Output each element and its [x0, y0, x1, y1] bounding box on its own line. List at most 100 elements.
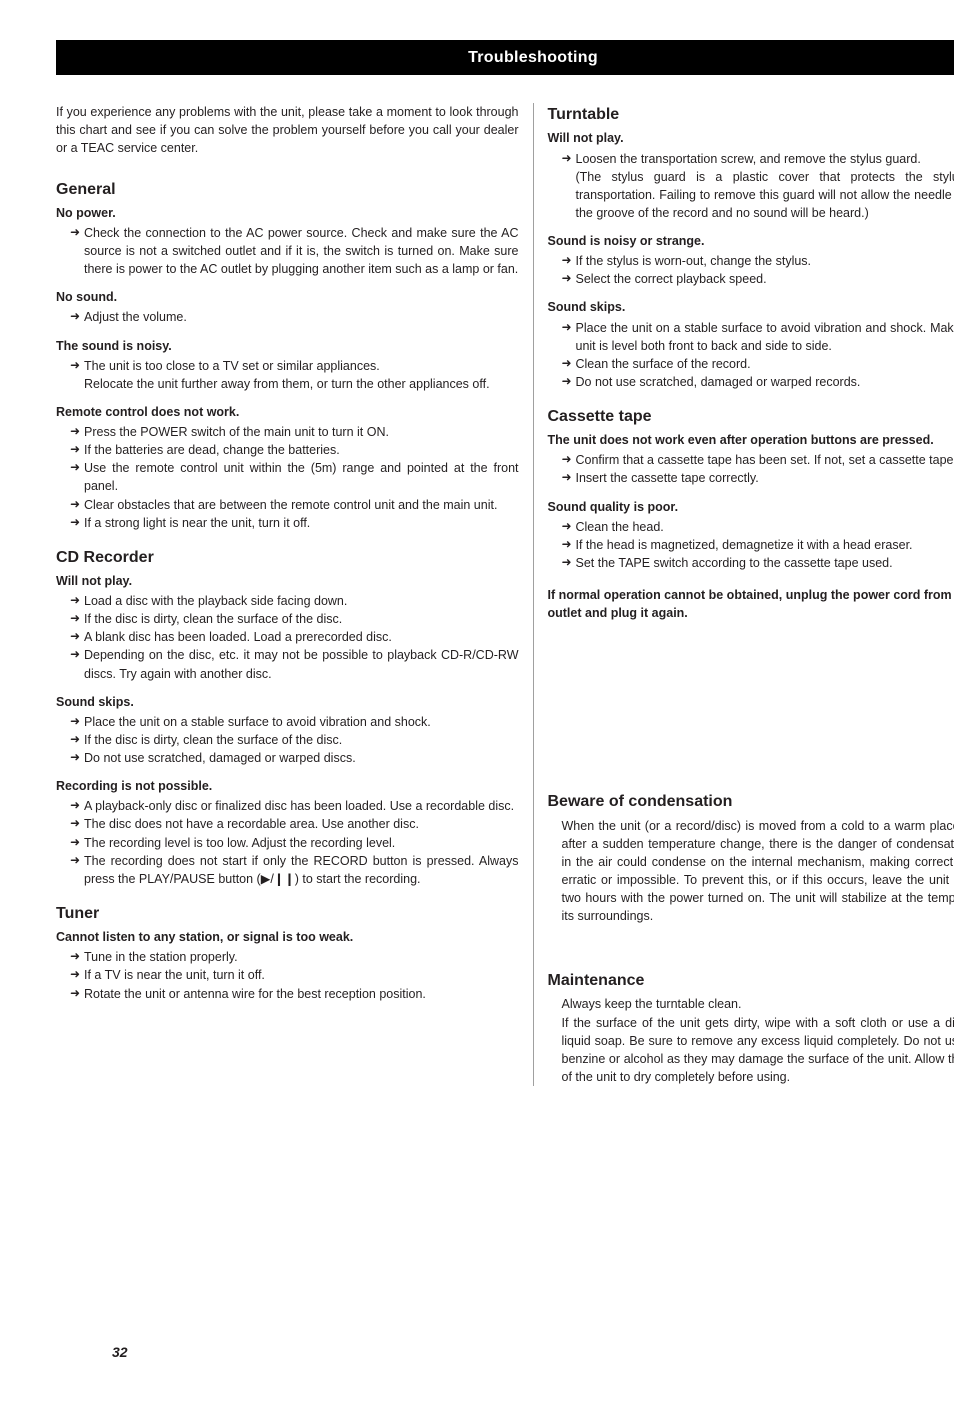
list-item: ➜If the stylus is worn-out, change the s… [548, 252, 954, 270]
right-column: Turntable Will not play. ➜Loosen the tra… [548, 103, 954, 1086]
section-condensation: Beware of condensation [548, 790, 954, 813]
item-text: Use the remote control unit within the (… [84, 459, 519, 495]
item-text: If the disc is dirty, clean the surface … [84, 610, 519, 628]
item-text: Press the POWER switch of the main unit … [84, 423, 519, 441]
list-item: ➜Do not use scratched, damaged or warped… [548, 373, 954, 391]
item-text: Place the unit on a stable surface to av… [576, 319, 954, 355]
item-text: Tune in the station properly. [84, 948, 519, 966]
list-item: ➜Adjust the volume. [56, 308, 519, 326]
list-item: ➜If the disc is dirty, clean the surface… [56, 731, 519, 749]
list-item: ➜Insert the cassette tape correctly. [548, 469, 954, 487]
arrow-icon: ➜ [70, 610, 84, 627]
item-text: Confirm that a cassette tape has been se… [576, 451, 954, 469]
list-item: ➜Clean the head. [548, 518, 954, 536]
subhead-cd-wontplay: Will not play. [56, 572, 519, 590]
arrow-icon: ➜ [70, 514, 84, 531]
list-item: ➜Tune in the station properly. [56, 948, 519, 966]
arrow-icon: ➜ [70, 224, 84, 241]
list-item: ➜Use the remote control unit within the … [56, 459, 519, 495]
column-divider [533, 103, 534, 1086]
item-text: Load a disc with the playback side facin… [84, 592, 519, 610]
list-item: ➜Press the POWER switch of the main unit… [56, 423, 519, 441]
subhead-tuner-cannot: Cannot listen to any station, or signal … [56, 928, 519, 946]
arrow-icon: ➜ [562, 536, 576, 553]
item-text: Adjust the volume. [84, 308, 519, 326]
arrow-icon: ➜ [70, 441, 84, 458]
vertical-spacer [548, 622, 954, 782]
arrow-icon: ➜ [562, 355, 576, 372]
section-cassette: Cassette tape [548, 405, 954, 428]
list-item: ➜Loosen the transportation screw, and re… [548, 150, 954, 168]
arrow-icon: ➜ [70, 815, 84, 832]
record-last-post: ) to start the recording. [295, 872, 421, 886]
item-text: Set the TAPE switch according to the cas… [576, 554, 954, 572]
arrow-icon: ➜ [70, 357, 84, 374]
intro-text: If you experience any problems with the … [56, 103, 519, 157]
section-turntable: Turntable [548, 103, 954, 126]
list-item: ➜Set the TAPE switch according to the ca… [548, 554, 954, 572]
item-text: A blank disc has been loaded. Load a pre… [84, 628, 519, 646]
item-text: Rotate the unit or antenna wire for the … [84, 985, 519, 1003]
section-maintenance: Maintenance [548, 969, 954, 992]
item-text: If the stylus is worn-out, change the st… [576, 252, 954, 270]
arrow-icon: ➜ [70, 592, 84, 609]
list-item: ➜Select the correct playback speed. [548, 270, 954, 288]
arrow-icon: ➜ [70, 628, 84, 645]
list-item: ➜A playback-only disc or finalized disc … [56, 797, 519, 815]
arrow-icon: ➜ [70, 308, 84, 325]
list-item: ➜The disc does not have a recordable are… [56, 815, 519, 833]
arrow-icon: ➜ [562, 150, 576, 167]
vertical-spacer [548, 925, 954, 961]
item-text: The unit is too close to a TV set or sim… [84, 357, 519, 375]
continuation-text: Relocate the unit further away from them… [56, 375, 519, 393]
arrow-icon: ➜ [562, 451, 576, 468]
item-text: Do not use scratched, damaged or warped … [84, 749, 519, 767]
arrow-icon: ➜ [70, 834, 84, 851]
subhead-cd-skips: Sound skips. [56, 693, 519, 711]
list-item: ➜If a TV is near the unit, turn it off. [56, 966, 519, 984]
list-item: ➜Clear obstacles that are between the re… [56, 496, 519, 514]
item-text: Loosen the transportation screw, and rem… [576, 150, 954, 168]
arrow-icon: ➜ [562, 469, 576, 486]
arrow-icon: ➜ [70, 459, 84, 476]
subhead-cd-record: Recording is not possible. [56, 777, 519, 795]
item-text: A playback-only disc or finalized disc h… [84, 797, 519, 815]
page-number: 32 [112, 1342, 128, 1362]
arrow-icon: ➜ [70, 496, 84, 513]
continuation-text: (The stylus guard is a plastic cover tha… [548, 168, 954, 222]
list-item: ➜If the batteries are dead, change the b… [56, 441, 519, 459]
subhead-cass-nowork: The unit does not work even after operat… [548, 431, 954, 449]
list-item: ➜Place the unit on a stable surface to a… [548, 319, 954, 355]
item-text: The recording level is too low. Adjust t… [84, 834, 519, 852]
subhead-cass-quality: Sound quality is poor. [548, 498, 954, 516]
arrow-icon: ➜ [70, 852, 84, 869]
item-text: Clear obstacles that are between the rem… [84, 496, 519, 514]
subhead-no-power: No power. [56, 204, 519, 222]
list-item: ➜If the head is magnetized, demagnetize … [548, 536, 954, 554]
list-item: ➜Check the connection to the AC power so… [56, 224, 519, 278]
list-item: ➜Do not use scratched, damaged or warped… [56, 749, 519, 767]
item-text: Insert the cassette tape correctly. [576, 469, 954, 487]
arrow-icon: ➜ [562, 252, 576, 269]
arrow-icon: ➜ [70, 423, 84, 440]
item-text: If a TV is near the unit, turn it off. [84, 966, 519, 984]
subhead-tt-wontplay: Will not play. [548, 129, 954, 147]
arrow-icon: ➜ [70, 713, 84, 730]
subhead-sound-noisy: The sound is noisy. [56, 337, 519, 355]
arrow-icon: ➜ [70, 797, 84, 814]
item-text: Depending on the disc, etc. it may not b… [84, 646, 519, 682]
list-item: ➜Rotate the unit or antenna wire for the… [56, 985, 519, 1003]
arrow-icon: ➜ [70, 731, 84, 748]
item-text: Check the connection to the AC power sou… [84, 224, 519, 278]
left-column: If you experience any problems with the … [56, 103, 519, 1086]
item-text: Do not use scratched, damaged or warped … [576, 373, 954, 391]
list-item: ➜The unit is too close to a TV set or si… [56, 357, 519, 375]
two-column-layout: If you experience any problems with the … [56, 103, 954, 1086]
condensation-body: When the unit (or a record/disc) is move… [548, 817, 954, 926]
section-tuner: Tuner [56, 902, 519, 925]
item-text: The disc does not have a recordable area… [84, 815, 519, 833]
list-item: ➜Load a disc with the playback side faci… [56, 592, 519, 610]
section-general: General [56, 178, 519, 201]
item-text: If a strong light is near the unit, turn… [84, 514, 519, 532]
list-item: ➜Clean the surface of the record. [548, 355, 954, 373]
